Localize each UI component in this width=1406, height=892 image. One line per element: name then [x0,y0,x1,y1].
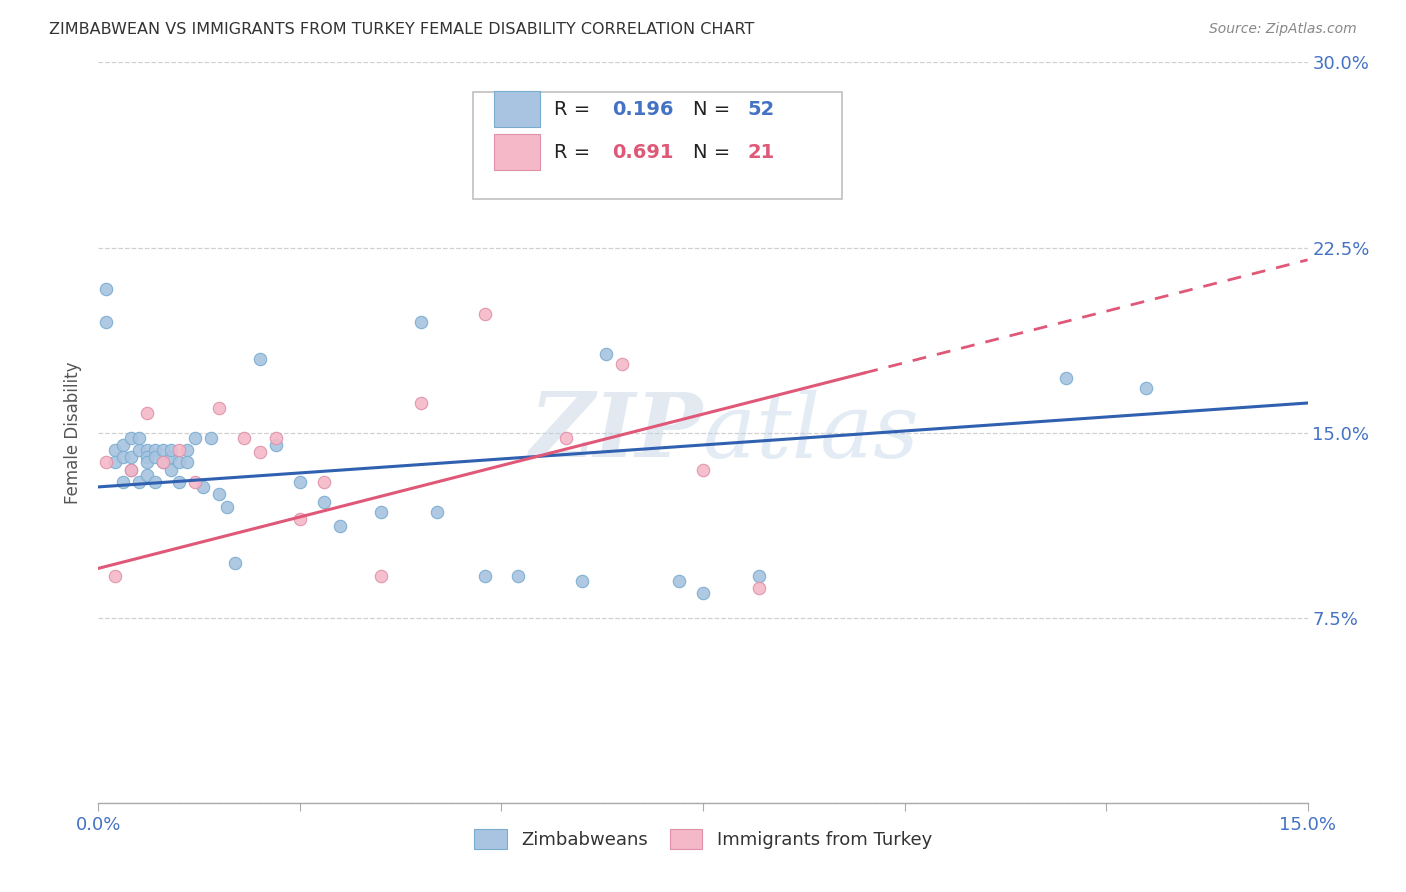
Point [329,519,352,533]
Point [184,475,207,489]
Point [668,574,690,588]
Point [167,475,190,489]
Point [288,475,311,489]
Point [96,314,118,328]
FancyBboxPatch shape [474,92,842,200]
Point [748,568,770,582]
Text: 0.691: 0.691 [613,143,673,161]
Point [692,586,714,600]
Point [111,450,134,465]
Text: R =: R = [554,100,596,119]
Point [474,307,496,321]
Text: N =: N = [693,143,737,161]
Point [135,442,157,457]
Point [103,568,125,582]
Point [135,406,157,420]
Point [128,475,150,489]
Point [152,442,174,457]
Point [111,475,134,489]
Point [120,462,142,476]
FancyBboxPatch shape [494,135,540,169]
Point [1054,371,1077,385]
Point [128,431,150,445]
Point [506,568,529,582]
Point [217,500,239,514]
Y-axis label: Female Disability: Female Disability [65,361,83,504]
Point [160,442,183,457]
Text: Source: ZipAtlas.com: Source: ZipAtlas.com [1209,22,1357,37]
Point [426,505,449,519]
Point [748,581,770,595]
Point [152,455,174,469]
Text: 52: 52 [748,100,775,119]
Text: ZIP: ZIP [530,390,703,475]
Point [314,475,336,489]
Point [143,442,166,457]
Point [249,445,271,459]
Point [160,450,183,465]
Point [530,129,553,144]
Point [555,431,578,445]
Point [200,431,222,445]
Point [111,438,134,452]
Point [167,455,190,469]
Point [143,475,166,489]
Point [409,314,432,328]
Point [264,438,287,452]
Point [224,557,246,571]
Point [128,442,150,457]
Point [208,487,231,501]
Point [120,450,142,465]
Legend: Zimbabweans, Immigrants from Turkey: Zimbabweans, Immigrants from Turkey [467,822,939,856]
Point [120,431,142,445]
Point [474,568,496,582]
Point [249,351,271,366]
Point [103,455,125,469]
Text: N =: N = [693,100,737,119]
FancyBboxPatch shape [494,91,540,127]
Text: atlas: atlas [703,389,918,476]
Point [612,357,634,371]
Text: 0.196: 0.196 [613,100,673,119]
Point [184,431,207,445]
Point [143,450,166,465]
Point [120,462,142,476]
Point [208,401,231,415]
Point [692,462,714,476]
Point [595,346,617,360]
Point [96,455,118,469]
Point [571,574,593,588]
Point [103,442,125,457]
Point [409,396,432,410]
Point [135,467,157,482]
Point [288,512,311,526]
Point [167,442,190,457]
Point [176,455,198,469]
Point [176,442,198,457]
Point [160,462,183,476]
Point [314,494,336,508]
Point [1135,381,1157,395]
Text: R =: R = [554,143,596,161]
Point [264,431,287,445]
Point [370,568,392,582]
Point [232,431,254,445]
Point [152,455,174,469]
Point [135,455,157,469]
Point [96,283,118,297]
Point [193,480,215,494]
Point [135,450,157,465]
Point [370,505,392,519]
Text: ZIMBABWEAN VS IMMIGRANTS FROM TURKEY FEMALE DISABILITY CORRELATION CHART: ZIMBABWEAN VS IMMIGRANTS FROM TURKEY FEM… [49,22,755,37]
Text: 21: 21 [748,143,775,161]
